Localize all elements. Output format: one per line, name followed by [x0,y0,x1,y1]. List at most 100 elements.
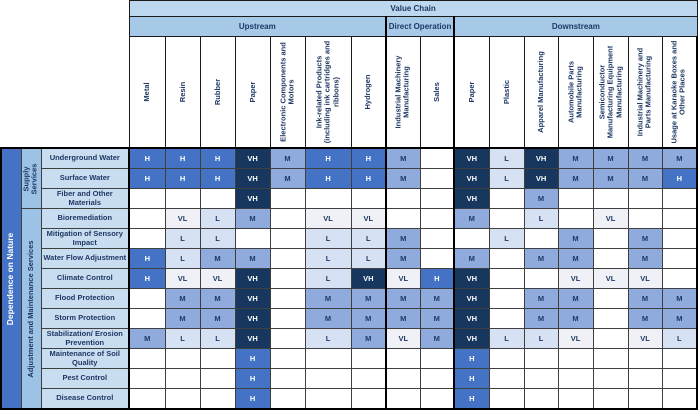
cell-storm-protection-col0 [128,308,166,329]
cell-flood-protection-col2: M [199,288,236,309]
cell-fiber-and-other-materials-col15 [661,188,698,209]
cell-flood-protection-col6: M [350,288,388,309]
cell-underground-water-col7: M [385,147,421,169]
column-header-hydrogen-6: Hydrogen [350,36,388,149]
cell-climate-control-col5: L [304,268,352,289]
cell-fiber-and-other-materials-col14 [627,188,663,209]
cell-pest-control-col15 [661,368,698,389]
column-header-rubber-2: Rubber [199,36,236,149]
row-label-stabilization-erosion-prevention: Stabilization/ Erosion Prevention [40,328,130,349]
cell-stabilization-erosion-prevention-col9: VH [453,328,490,349]
cell-maintenance-of-soil-quality-col13 [592,348,629,369]
cell-fiber-and-other-materials-col1 [164,188,201,209]
row-label-pest-control: Pest Control [40,368,130,389]
row-label-bioremediation: Bioremediation [40,208,130,229]
cell-disease-control-col9: H [453,388,490,410]
cell-storm-protection-col14: M [627,308,663,329]
cell-stabilization-erosion-prevention-col13 [592,328,629,349]
cell-stabilization-erosion-prevention-col7: VL [385,328,421,349]
corner-spacer [1,0,130,148]
cell-flood-protection-col13 [592,288,629,309]
row-label-mitigation-of-sensory-impact: Mitigation of Sensory Impact [40,228,130,249]
cell-pest-control-col13 [592,368,629,389]
column-header-usage-at-karaoke-boxes-and-other-places-15: Usage at Karaoke Boxes and Other Places [661,36,698,149]
matrix-body: Dependence on Nature Supply Services Under… [0,147,698,410]
cell-fiber-and-other-materials-col11: M [523,188,559,209]
cell-disease-control-col8 [419,388,456,410]
row-label-disease-control: Disease Control [40,388,130,410]
cell-surface-water-col12: M [557,168,594,189]
cell-flood-protection-col5: M [304,288,352,309]
cell-mitigation-of-sensory-impact-col9 [453,228,490,249]
cell-stabilization-erosion-prevention-col5: L [304,328,352,349]
cell-climate-control-col10 [488,268,525,289]
cell-climate-control-col9: VH [453,268,490,289]
section-header-upstream: Upstream [128,16,387,37]
cell-pest-control-col6 [350,368,388,389]
column-header-ink-related-products-including-ink-cartridges-and-ribbons-5: Ink-related Products (including ink cart… [304,36,352,149]
cell-bioremediation-col5: VL [304,208,352,229]
column-header-semiconductor-manufacturing-equipment-manufacturing-13: Semiconductor Manufacturing Equipment Ma… [592,36,629,149]
cell-flood-protection-col15: M [661,288,698,309]
cell-climate-control-col13: VL [592,268,629,289]
cell-underground-water-col1: H [164,147,201,169]
cell-underground-water-col10: L [488,147,525,169]
cell-stabilization-erosion-prevention-col15: L [661,328,698,349]
cell-mitigation-of-sensory-impact-col11 [523,228,559,249]
cell-underground-water-col6: H [350,147,388,169]
column-header-label: Sales [431,82,441,102]
cell-storm-protection-col15: M [661,308,698,329]
cell-bioremediation-col13: VL [592,208,629,229]
cell-climate-control-col7: VL [385,268,421,289]
cell-surface-water-col2: H [199,168,236,189]
cell-water-flow-adjustment-col13 [592,248,629,269]
cell-disease-control-col14 [627,388,663,410]
cell-water-flow-adjustment-col10 [488,248,525,269]
cell-maintenance-of-soil-quality-col2 [199,348,236,369]
cell-storm-protection-col10 [488,308,525,329]
cell-pest-control-col10 [488,368,525,389]
cell-bioremediation-col14 [627,208,663,229]
cell-bioremediation-col11: L [523,208,559,229]
column-header-plastic-10: Plastic [488,36,525,149]
row-group-label-adjustment-and-maintenance-services: Adjustment and Maintenance Services [20,208,42,410]
cell-underground-water-col0: H [128,147,166,169]
column-header-automobile-parts-manufacturing-12: Automobile Parts Manufacturing [557,36,594,149]
cell-surface-water-col14: M [627,168,663,189]
column-header-label: Usage at Karaoke Boxes and Other Places [669,40,688,144]
row-group-text: Adjustment and Maintenance Services [25,239,35,378]
cell-mitigation-of-sensory-impact-col8 [419,228,456,249]
row-label-fiber-and-other-materials: Fiber and Other Materials [40,188,130,209]
cell-bioremediation-col1: VL [164,208,201,229]
cell-disease-control-col6 [350,388,388,410]
cell-surface-water-col4: M [269,168,306,189]
cell-pest-control-col3: H [234,368,271,389]
row-label-underground-water: Underground Water [40,147,130,169]
cell-climate-control-col12: VL [557,268,594,289]
section-header-direct-operation: Direct Operation [385,16,456,37]
column-header-label: Ink-related Products (including ink cart… [314,40,341,144]
cell-flood-protection-col7: M [385,288,421,309]
column-header-label: Industrial Machinery and Parts Manufactu… [635,47,654,137]
cell-surface-water-col9: VH [453,168,490,189]
cell-mitigation-of-sensory-impact-col12: M [557,228,594,249]
cell-flood-protection-col9: VH [453,288,490,309]
cell-water-flow-adjustment-col2: M [199,248,236,269]
cell-surface-water-col13: M [592,168,629,189]
cell-fiber-and-other-materials-col10 [488,188,525,209]
cell-climate-control-col3: VH [234,268,271,289]
column-header-label: Paper [466,81,476,103]
column-header-metal-0: Metal [128,36,166,149]
row-group-text: Supply Services [21,163,39,194]
cell-climate-control-col6: VH [350,268,388,289]
cell-maintenance-of-soil-quality-col6 [350,348,388,369]
cell-pest-control-col4 [269,368,306,389]
cell-disease-control-col15 [661,388,698,410]
cell-maintenance-of-soil-quality-col14 [627,348,663,369]
cell-flood-protection-col14: M [627,288,663,309]
cell-stabilization-erosion-prevention-col10: L [488,328,525,349]
cell-storm-protection-col3: VH [234,308,271,329]
row-label-maintenance-of-soil-quality: Maintenance of Soil Quality [40,348,130,369]
cell-disease-control-col12 [557,388,594,410]
cell-water-flow-adjustment-col9: M [453,248,490,269]
